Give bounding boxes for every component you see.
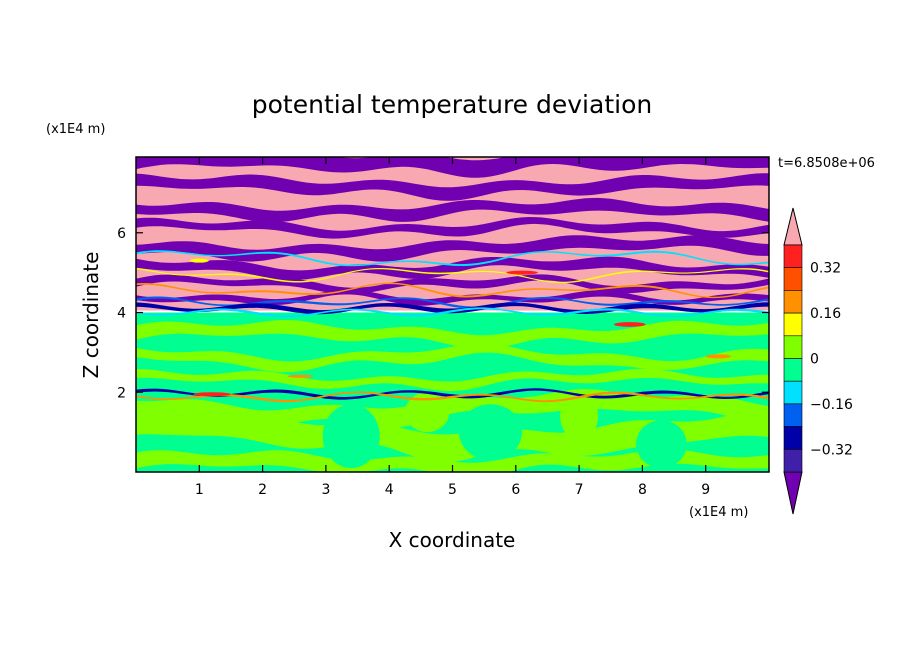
colorbar-swatch xyxy=(783,244,803,269)
x-tick-label: 3 xyxy=(321,482,330,498)
x-axis-ticks: 1 2 3 4 5 6 7 8 9 xyxy=(195,157,710,498)
lime-swirl xyxy=(405,392,450,433)
x-axis-unit: (x1E4 m) xyxy=(689,505,748,520)
lime-band xyxy=(136,320,769,350)
x-tick-label: 2 xyxy=(258,482,267,498)
orange-filament xyxy=(136,391,769,403)
x-tick-label: 9 xyxy=(701,482,710,498)
time-label: t=6.8508e+06 xyxy=(778,156,875,171)
red-patch xyxy=(506,270,538,275)
x-axis-label: X coordinate xyxy=(389,528,516,552)
orange-filament xyxy=(136,282,769,299)
colorbar-swatch xyxy=(783,290,803,314)
colorbar-over-arrow xyxy=(783,207,803,246)
green-swirl xyxy=(636,420,687,469)
colorbar-swatch xyxy=(783,426,803,450)
colorbar-swatch xyxy=(783,403,803,427)
lime-band xyxy=(136,448,769,472)
colorbar-tick-label: 0 xyxy=(810,352,819,368)
colorbar-under-arrow xyxy=(783,471,803,515)
cyan-layer xyxy=(136,307,769,318)
lime-band xyxy=(136,368,769,392)
lime-band xyxy=(136,389,769,429)
lime-swirl xyxy=(560,392,599,441)
orange-patch xyxy=(705,354,732,359)
colorbar-tick-label: 0.16 xyxy=(810,306,841,322)
x-tick-label: 6 xyxy=(511,482,520,498)
purple-band xyxy=(136,217,769,239)
lime-band xyxy=(136,343,769,373)
y-tick-label: 4 xyxy=(117,306,126,322)
colorbar-tick-label: −0.16 xyxy=(810,397,853,413)
y-axis-ticks: 2 4 6 xyxy=(117,226,769,401)
colorbar-swatch xyxy=(783,312,803,337)
purple-band xyxy=(136,157,769,178)
yellow-patch xyxy=(189,258,209,263)
colorbar: 0.32 0.16 0 −0.16 −0.32 xyxy=(783,207,853,515)
green-swirl xyxy=(458,404,523,461)
chart-title: potential temperature deviation xyxy=(252,90,652,119)
colorbar-swatch xyxy=(783,358,803,382)
y-axis-unit: (x1E4 m) xyxy=(46,122,105,137)
green-swirl xyxy=(322,404,380,469)
y-tick-label: 6 xyxy=(117,226,126,242)
colorbar-tick-label: 0.32 xyxy=(810,261,841,277)
colorbar-swatch xyxy=(783,380,803,405)
purple-band xyxy=(136,197,769,223)
purple-band xyxy=(136,173,769,201)
colorbar-swatch xyxy=(783,267,803,291)
x-tick-label: 7 xyxy=(575,482,584,498)
red-patch xyxy=(613,322,646,327)
x-tick-label: 1 xyxy=(195,482,204,498)
heatmap-field xyxy=(136,157,769,472)
blue-filament xyxy=(136,296,769,309)
x-tick-label: 5 xyxy=(448,482,457,498)
colorbar-swatch xyxy=(783,448,803,473)
colorbar-tick-label: −0.32 xyxy=(810,442,853,458)
red-patch xyxy=(192,392,231,397)
purple-band xyxy=(136,235,769,262)
y-axis-label: Z coordinate xyxy=(79,252,103,379)
x-tick-label: 4 xyxy=(385,482,394,498)
purple-band xyxy=(136,274,769,295)
navy-layer xyxy=(136,302,769,315)
x-tick-label: 8 xyxy=(638,482,647,498)
orange-patch xyxy=(287,374,314,378)
y-tick-label: 2 xyxy=(117,385,126,401)
colorbar-swatch xyxy=(783,335,803,359)
purple-band xyxy=(136,256,769,281)
lime-band xyxy=(136,410,769,463)
navy-filament xyxy=(136,388,769,400)
